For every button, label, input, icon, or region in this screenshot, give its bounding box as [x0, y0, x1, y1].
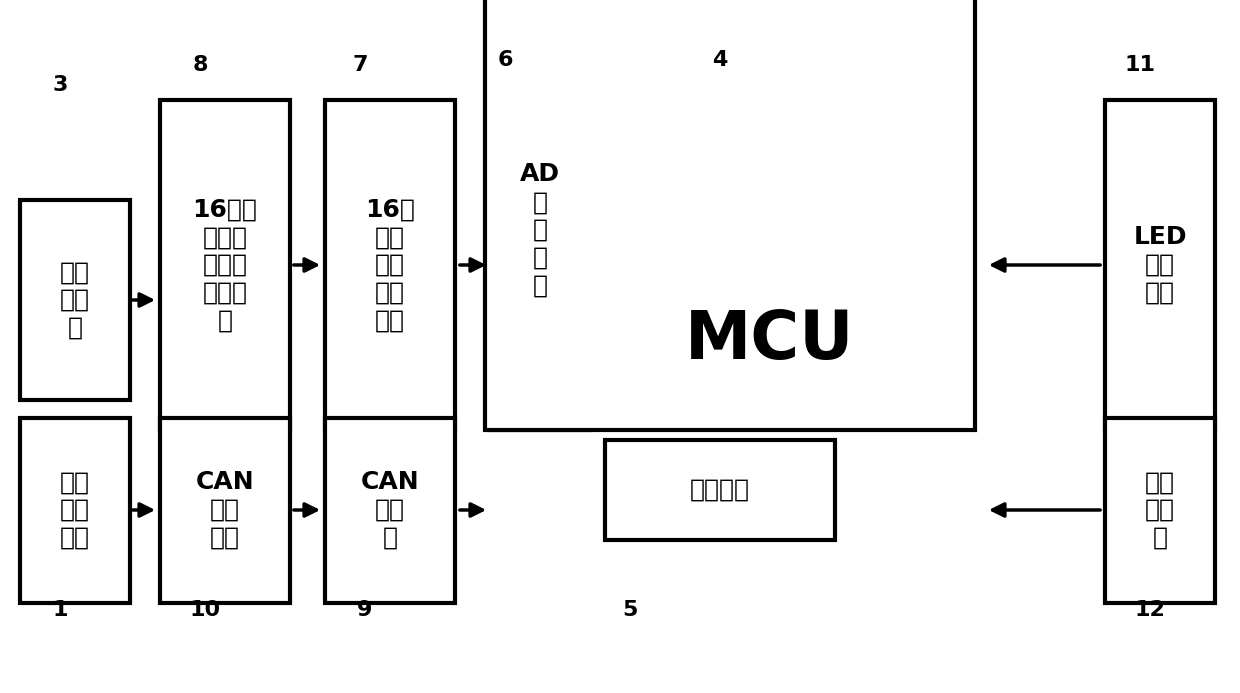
Bar	[485, 0, 975, 430]
Text: 6: 6	[497, 50, 513, 70]
Text: CAN
通信
接口: CAN 通信 接口	[196, 470, 254, 550]
Text: 1: 1	[52, 600, 68, 620]
Bar	[325, 417, 455, 602]
Text: 5: 5	[622, 600, 637, 620]
Text: 电流
互感
器: 电流 互感 器	[60, 260, 91, 340]
Text: 7: 7	[352, 55, 368, 75]
Text: 9: 9	[357, 600, 373, 620]
Text: 3: 3	[52, 75, 68, 95]
Text: 模块
监测
设备: 模块 监测 设备	[60, 470, 91, 550]
Bar	[1105, 100, 1215, 430]
Text: 地址
拨码
器: 地址 拨码 器	[1145, 470, 1176, 550]
Text: 11: 11	[1125, 55, 1156, 75]
Text: 存储单元: 存储单元	[689, 478, 750, 502]
Text: 16路
信号
放大
处理
单元: 16路 信号 放大 处理 单元	[365, 198, 415, 333]
Text: 4: 4	[712, 50, 728, 70]
Bar	[325, 100, 455, 430]
Bar	[490, 30, 590, 430]
Text: 12: 12	[1135, 600, 1166, 620]
Bar	[160, 417, 290, 602]
Text: MCU: MCU	[686, 307, 854, 373]
Text: 10: 10	[190, 600, 221, 620]
Bar	[20, 417, 130, 602]
Bar	[160, 100, 290, 430]
Bar	[20, 200, 130, 400]
Text: 8: 8	[192, 55, 208, 75]
Text: CAN
收发
器: CAN 收发 器	[361, 470, 419, 550]
Bar	[605, 440, 835, 540]
Text: 16路电
流互感
器采集
接口单
元: 16路电 流互感 器采集 接口单 元	[192, 198, 258, 333]
Text: LED
指示
单元: LED 指示 单元	[1133, 225, 1187, 305]
Text: AD
采
集
单
元: AD 采 集 单 元	[520, 162, 560, 297]
Bar	[1105, 417, 1215, 602]
